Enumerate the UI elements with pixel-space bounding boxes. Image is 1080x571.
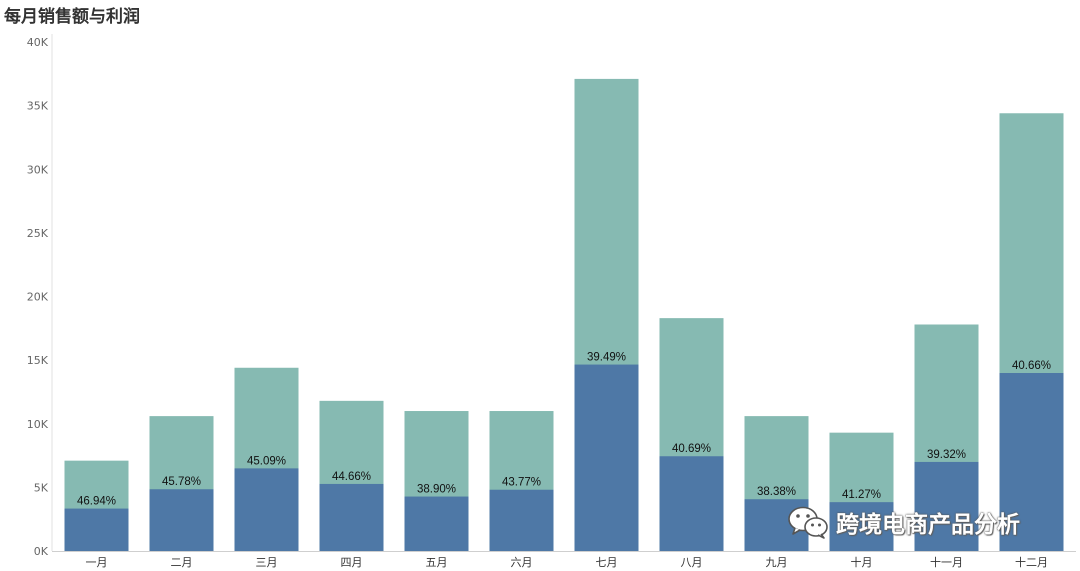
chart-axes bbox=[51, 34, 1076, 552]
x-tick-label: 十月 bbox=[851, 555, 873, 569]
data-label: 46.94% bbox=[77, 496, 116, 508]
profit-bar-11 bbox=[914, 461, 979, 551]
y-tick-label: 5K bbox=[34, 481, 49, 494]
y-tick-label: 15K bbox=[27, 354, 49, 367]
y-tick-label: 0K bbox=[34, 545, 49, 558]
wechat-icon bbox=[788, 506, 828, 539]
x-tick-label: 二月 bbox=[171, 556, 193, 569]
x-tick-label: 八月 bbox=[681, 556, 703, 569]
chart-data-labels: 46.94% 45.78% 45.09% 44.66% 38.90% 43.77% 39.4… bbox=[77, 352, 1051, 508]
profit-bar-12 bbox=[999, 373, 1064, 551]
x-tick-label: 六月 bbox=[511, 556, 533, 569]
data-label: 41.27% bbox=[842, 489, 881, 501]
data-label: 38.38% bbox=[757, 486, 796, 498]
y-tick-label: 20K bbox=[27, 291, 49, 304]
watermark-text: 跨境电商产品分析 bbox=[836, 512, 1020, 538]
data-label: 38.90% bbox=[417, 484, 456, 496]
profit-bar-8 bbox=[659, 456, 724, 551]
y-tick-label: 35K bbox=[27, 100, 49, 113]
data-label: 45.09% bbox=[247, 455, 286, 467]
y-tick-label: 10K bbox=[27, 418, 49, 431]
profit-bar-5 bbox=[404, 496, 469, 551]
data-label: 44.66% bbox=[332, 471, 371, 483]
x-tick-label: 四月 bbox=[341, 556, 363, 569]
y-tick-label: 25K bbox=[27, 227, 49, 240]
x-tick-label: 一月 bbox=[86, 556, 108, 569]
data-label: 39.32% bbox=[927, 449, 966, 461]
x-axis-ticks: 一月 二月 三月 四月 五月 六月 七月 八月 九月 十月 十一月 十二月 bbox=[86, 555, 1049, 569]
x-tick-label: 三月 bbox=[256, 556, 278, 569]
profit-bar-4 bbox=[319, 483, 384, 551]
x-tick-label: 十一月 bbox=[930, 555, 963, 569]
chart-title: 每月销售额与利润 bbox=[4, 7, 140, 27]
data-label: 40.66% bbox=[1012, 360, 1051, 372]
profit-bar-6 bbox=[489, 489, 554, 551]
profit-bar-3 bbox=[234, 468, 299, 551]
watermark: 跨境电商产品分析 bbox=[786, 502, 1020, 542]
x-tick-label: 九月 bbox=[766, 556, 788, 569]
y-tick-label: 30K bbox=[27, 163, 49, 176]
data-label: 40.69% bbox=[672, 443, 711, 455]
x-tick-label: 七月 bbox=[596, 556, 618, 569]
profit-bar-10 bbox=[829, 502, 894, 551]
x-tick-label: 十二月 bbox=[1015, 555, 1048, 569]
data-label: 45.78% bbox=[162, 476, 201, 488]
chart-bars bbox=[64, 78, 1064, 551]
profit-bar-2 bbox=[149, 489, 214, 551]
data-label: 39.49% bbox=[587, 352, 626, 364]
y-tick-label: 40K bbox=[27, 36, 49, 49]
profit-bar-7 bbox=[574, 364, 639, 551]
profit-bar-1 bbox=[64, 508, 129, 551]
x-tick-label: 五月 bbox=[426, 556, 448, 569]
y-axis-ticks: 0K 5K 10K 15K 20K 25K 30K 35K 40K bbox=[27, 36, 49, 558]
data-label: 43.77% bbox=[502, 477, 541, 489]
